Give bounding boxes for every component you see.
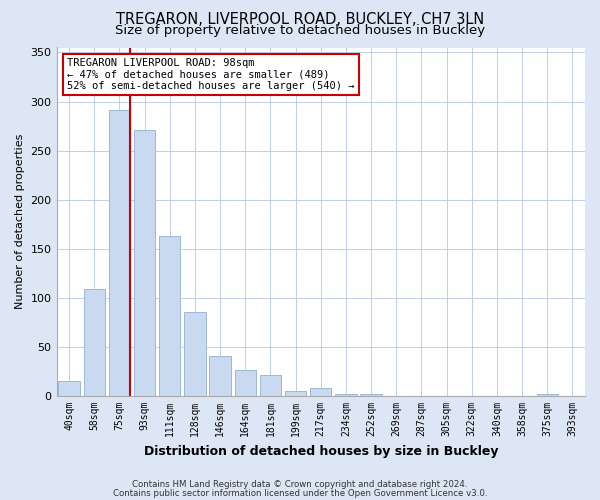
- Text: TREGARON LIVERPOOL ROAD: 98sqm
← 47% of detached houses are smaller (489)
52% of: TREGARON LIVERPOOL ROAD: 98sqm ← 47% of …: [67, 58, 355, 91]
- Bar: [159, 236, 181, 396]
- Bar: [109, 110, 130, 396]
- Text: Size of property relative to detached houses in Buckley: Size of property relative to detached ho…: [115, 24, 485, 37]
- Bar: [536, 394, 558, 396]
- Bar: [361, 394, 382, 396]
- Bar: [184, 312, 206, 396]
- Bar: [285, 391, 307, 396]
- Text: TREGARON, LIVERPOOL ROAD, BUCKLEY, CH7 3LN: TREGARON, LIVERPOOL ROAD, BUCKLEY, CH7 3…: [116, 12, 484, 28]
- Bar: [260, 376, 281, 396]
- Bar: [58, 382, 80, 396]
- Text: Contains public sector information licensed under the Open Government Licence v3: Contains public sector information licen…: [113, 488, 487, 498]
- Bar: [310, 388, 331, 396]
- Bar: [335, 394, 356, 396]
- X-axis label: Distribution of detached houses by size in Buckley: Distribution of detached houses by size …: [143, 444, 498, 458]
- Y-axis label: Number of detached properties: Number of detached properties: [15, 134, 25, 310]
- Text: Contains HM Land Registry data © Crown copyright and database right 2024.: Contains HM Land Registry data © Crown c…: [132, 480, 468, 489]
- Bar: [83, 289, 105, 396]
- Bar: [235, 370, 256, 396]
- Bar: [134, 130, 155, 396]
- Bar: [209, 356, 231, 396]
